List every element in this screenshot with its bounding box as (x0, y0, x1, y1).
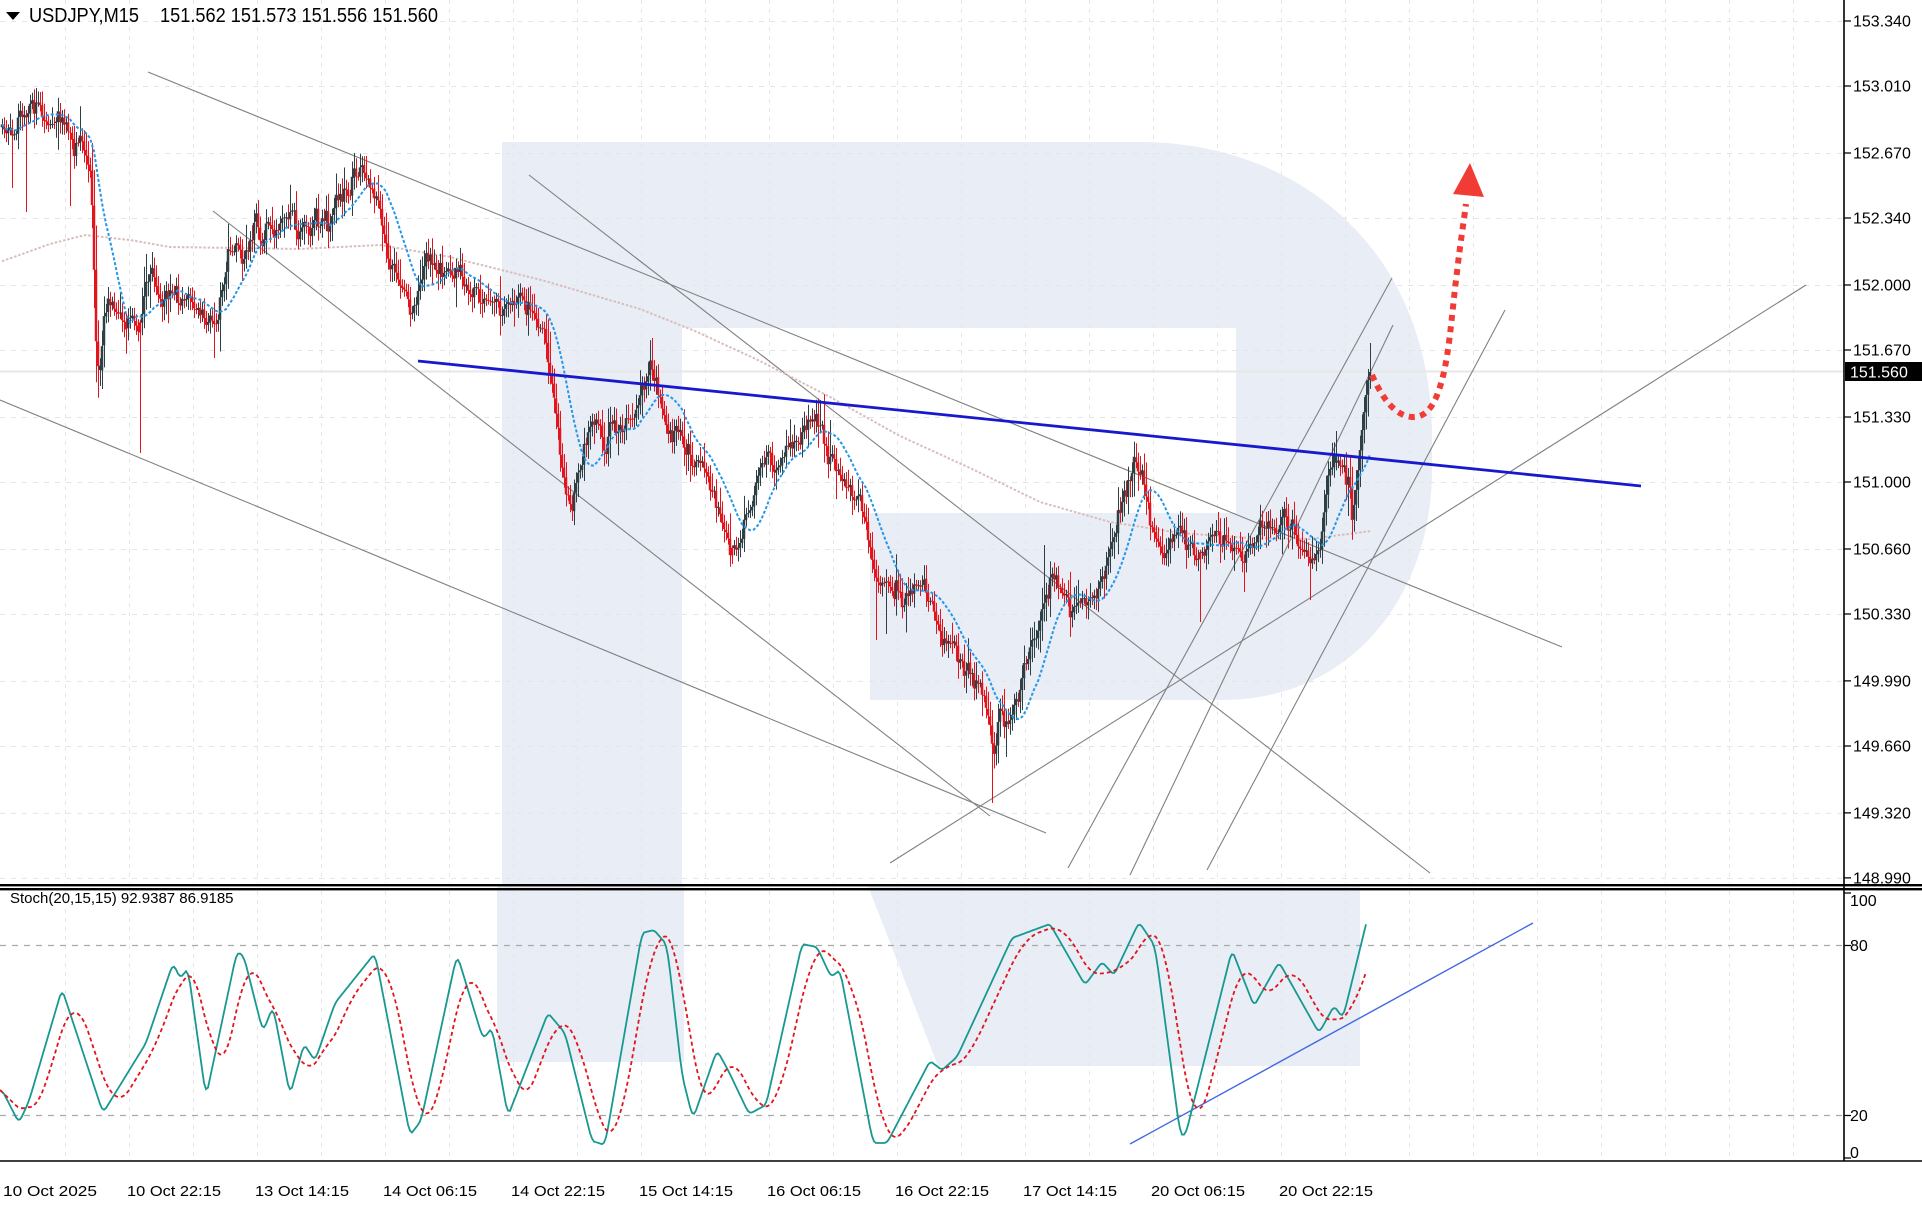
svg-text:0: 0 (1850, 1145, 1859, 1162)
svg-text:14 Oct 06:15: 14 Oct 06:15 (383, 1183, 477, 1200)
svg-text:152.000: 152.000 (1853, 278, 1911, 295)
svg-text:151.330: 151.330 (1853, 410, 1911, 427)
svg-text:Stoch(20,15,15) 92.9387 86.918: Stoch(20,15,15) 92.9387 86.9185 (10, 890, 234, 907)
svg-text:20 Oct 22:15: 20 Oct 22:15 (1279, 1183, 1373, 1200)
svg-text:100: 100 (1850, 893, 1877, 910)
svg-text:153.010: 153.010 (1853, 79, 1911, 96)
svg-text:13 Oct 14:15: 13 Oct 14:15 (255, 1183, 349, 1200)
svg-text:151.670: 151.670 (1853, 343, 1911, 360)
svg-text:20 Oct 06:15: 20 Oct 06:15 (1151, 1183, 1245, 1200)
svg-text:17 Oct 14:15: 17 Oct 14:15 (1023, 1183, 1117, 1200)
svg-text:151.560: 151.560 (1850, 365, 1908, 382)
svg-text:149.320: 149.320 (1853, 805, 1911, 822)
svg-text:15 Oct 14:15: 15 Oct 14:15 (639, 1183, 733, 1200)
svg-text:14 Oct 22:15: 14 Oct 22:15 (511, 1183, 605, 1200)
svg-text:152.340: 152.340 (1853, 211, 1911, 228)
svg-text:20: 20 (1850, 1108, 1868, 1125)
svg-text:10 Oct 2025: 10 Oct 2025 (3, 1183, 97, 1200)
svg-text:80: 80 (1850, 938, 1868, 955)
svg-text:10 Oct 22:15: 10 Oct 22:15 (127, 1183, 221, 1200)
svg-text:149.660: 149.660 (1853, 739, 1911, 756)
svg-text:152.670: 152.670 (1853, 146, 1911, 163)
svg-text:151.000: 151.000 (1853, 475, 1911, 492)
svg-text:150.660: 150.660 (1853, 542, 1911, 559)
svg-text:151.562 151.573 151.556 151.56: 151.562 151.573 151.556 151.560 (160, 5, 438, 27)
svg-text:148.990: 148.990 (1853, 870, 1911, 887)
svg-text:USDJPY,M15: USDJPY,M15 (29, 5, 139, 27)
svg-text:150.330: 150.330 (1853, 607, 1911, 624)
svg-text:153.340: 153.340 (1853, 14, 1911, 31)
svg-text:149.990: 149.990 (1853, 673, 1911, 690)
svg-text:16 Oct 06:15: 16 Oct 06:15 (767, 1183, 861, 1200)
svg-text:16 Oct 22:15: 16 Oct 22:15 (895, 1183, 989, 1200)
